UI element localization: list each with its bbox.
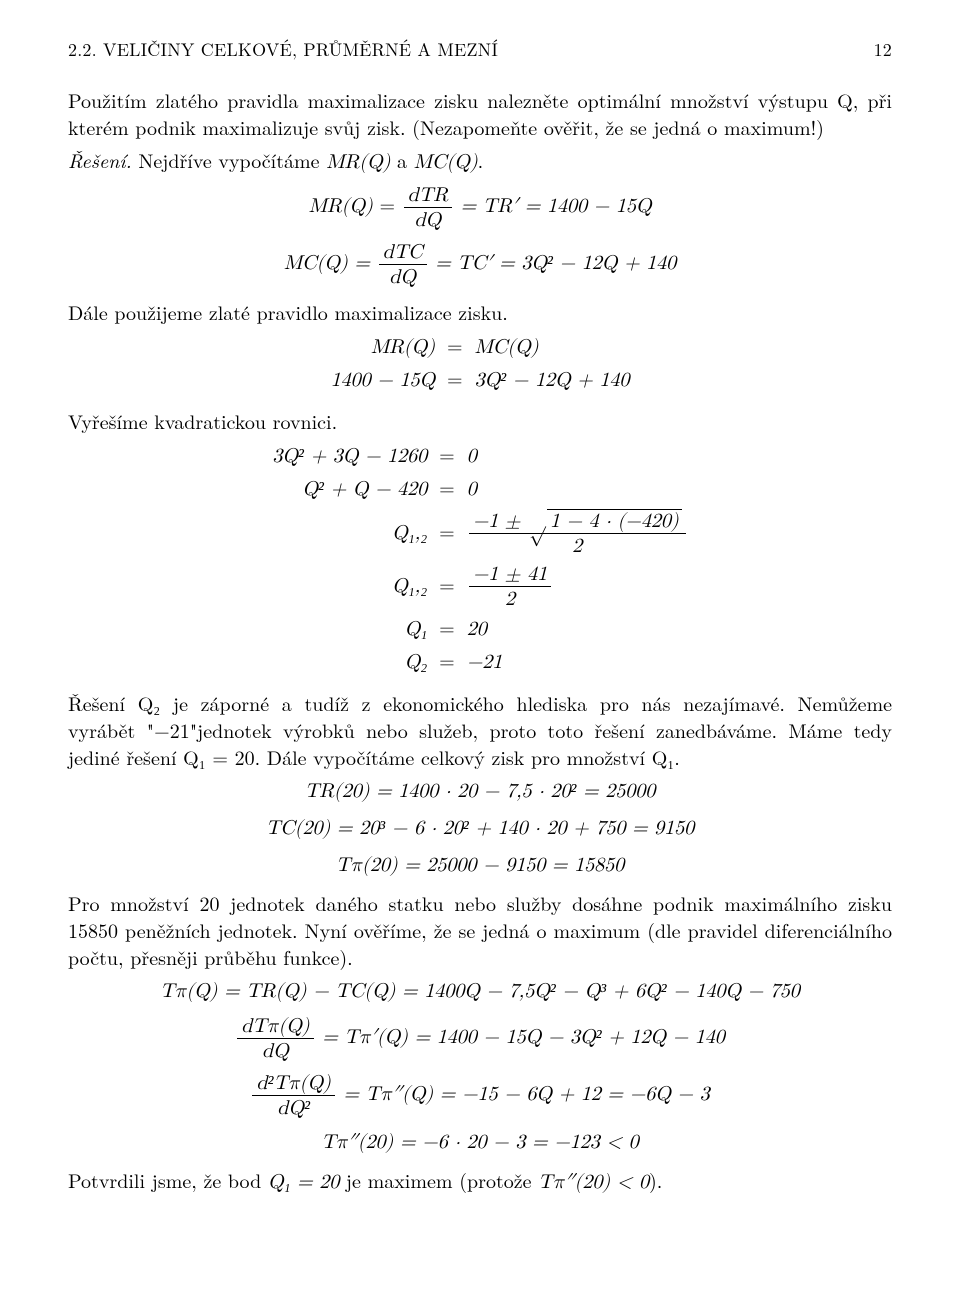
page-number: 12 <box>874 38 892 62</box>
p5: Řešení Q₂ je záporné a tudíž z ekonomick… <box>68 689 892 770</box>
calc-tc: TC(20) = 20³ − 6 · 20² + 140 · 20 + 750 … <box>68 815 892 842</box>
mc-right: = TC′ = 3Q² − 12Q + 140 <box>435 253 676 273</box>
p3: Dále použijeme zlaté pravidlo maximaliza… <box>68 298 892 325</box>
p2c: . <box>478 145 484 174</box>
calc-tr: TR(20) = 1400 · 20 − 7,5 · 20² = 25000 <box>68 778 892 805</box>
q-l2: Q² + Q − 420 <box>266 473 433 506</box>
p6: Pro množství 20 jednotek daného statku n… <box>68 889 892 970</box>
eq-sign-2: = <box>441 364 469 397</box>
reseni-label: Řešení. <box>68 145 132 174</box>
deriv-second-at-20: Tπ″(20) = −6 · 20 − 3 = −123 < 0 <box>68 1129 892 1156</box>
golden-rule-system: MR(Q) = MC(Q) 1400 − 15Q = 3Q² − 12Q + 1… <box>325 331 636 397</box>
p4: Vyřešíme kvadratickou rovnici. <box>68 407 892 434</box>
deriv-first: dTπ(Q)dQ = Tπ′(Q) = 1400 − 15Q − 3Q² + 1… <box>68 1015 892 1062</box>
p2b: a <box>390 145 413 174</box>
conclusion: Potvrdili jsme, že bod Q₁ = 20 je maxime… <box>68 1166 892 1196</box>
q-r5: 20 <box>461 613 694 646</box>
deriv-second: d²Tπ(Q)dQ² = Tπ″(Q) = −15 − 6Q + 12 = −6… <box>68 1072 892 1119</box>
intro-paragraph: Použitím zlatého pravidla maximalizace z… <box>68 86 892 140</box>
q-l6: Q₂ <box>266 646 433 679</box>
q-l1: 3Q² + 3Q − 1260 <box>266 440 433 473</box>
q-r4: −1 ± 41 2 <box>461 560 694 613</box>
q-r2: 0 <box>461 473 694 506</box>
mr-frac-den: dQ <box>404 208 452 231</box>
sys2-r: 3Q² − 12Q + 140 <box>469 364 636 397</box>
sys1-r: MC(Q) <box>469 331 636 364</box>
sys1-l: MR(Q) <box>325 331 441 364</box>
q-r3: −1 ± 1 − 4 · (−420) 2 <box>461 506 694 560</box>
q-l5: Q₁ <box>266 613 433 646</box>
solution-line: Řešení. Nejdříve vypočítáme MR(Q) a MC(Q… <box>68 146 892 176</box>
mc-left: MC(Q) = <box>284 253 377 273</box>
mr-right: = TR′ = 1400 − 15Q <box>461 196 652 216</box>
quadratic-steps: 3Q² + 3Q − 1260 = 0 Q² + Q − 420 = 0 Q₁,… <box>266 440 693 679</box>
page-header: 2.2. VELIČINY CELKOVÉ, PRŮMĚRNÉ A MEZNÍ … <box>68 38 892 62</box>
mr-frac-num: dTR <box>404 184 452 208</box>
section-label: 2.2. VELIČINY CELKOVÉ, PRŮMĚRNÉ A MEZNÍ <box>68 38 498 62</box>
mr-inline: MR(Q) <box>326 152 390 172</box>
q-r1: 0 <box>461 440 694 473</box>
sys2-l: 1400 − 15Q <box>325 364 441 397</box>
mc-inline: MC(Q) <box>414 152 478 172</box>
p2a: Nejdříve vypočítáme <box>138 145 326 174</box>
deriv-tpi: Tπ(Q) = TR(Q) − TC(Q) = 1400Q − 7,5Q² − … <box>68 978 892 1005</box>
q-r6: −21 <box>461 646 694 679</box>
calc-tpi: Tπ(20) = 25000 − 9150 = 15850 <box>68 852 892 879</box>
eq-sign-1: = <box>441 331 469 364</box>
q-l3: Q₁,₂ <box>266 506 433 560</box>
eq-mr: MR(Q) = dTRdQ = TR′ = 1400 − 15Q <box>68 184 892 231</box>
q-l4: Q₁,₂ <box>266 560 433 613</box>
mc-frac-num: dTC <box>379 241 427 265</box>
eq-mc: MC(Q) = dTCdQ = TC′ = 3Q² − 12Q + 140 <box>68 241 892 288</box>
mc-frac-den: dQ <box>379 265 427 288</box>
